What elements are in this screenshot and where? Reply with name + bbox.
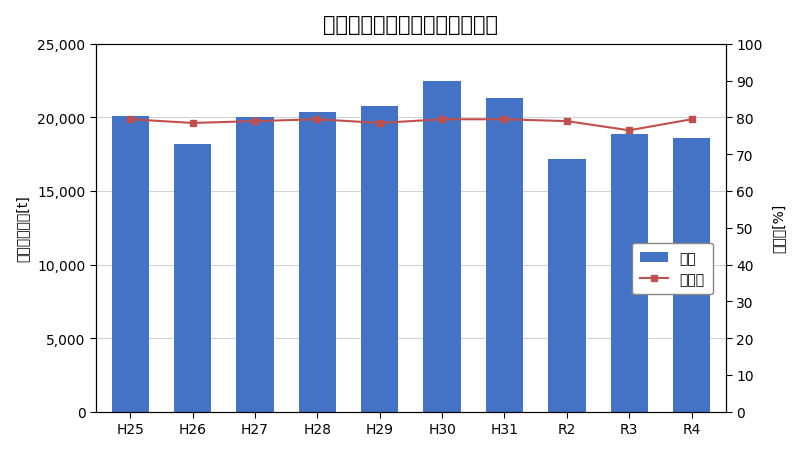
Legend: 重量, 含水率: 重量, 含水率 — [632, 243, 713, 295]
Bar — [423, 82, 461, 412]
Bar — [236, 117, 274, 412]
Title: 脱水ケーキ量及び含水率の推移: 脱水ケーキ量及び含水率の推移 — [323, 15, 498, 35]
Bar — [548, 159, 586, 412]
Y-axis label: 含水率[%]: 含水率[%] — [771, 204, 785, 253]
Y-axis label: 脱水ケーキ量[t]: 脱水ケーキ量[t] — [15, 195, 29, 262]
Bar — [111, 117, 149, 412]
Bar — [610, 134, 648, 412]
Bar — [298, 113, 336, 412]
Bar — [174, 145, 211, 412]
Bar — [361, 106, 398, 412]
Bar — [486, 99, 523, 412]
Bar — [673, 139, 710, 412]
